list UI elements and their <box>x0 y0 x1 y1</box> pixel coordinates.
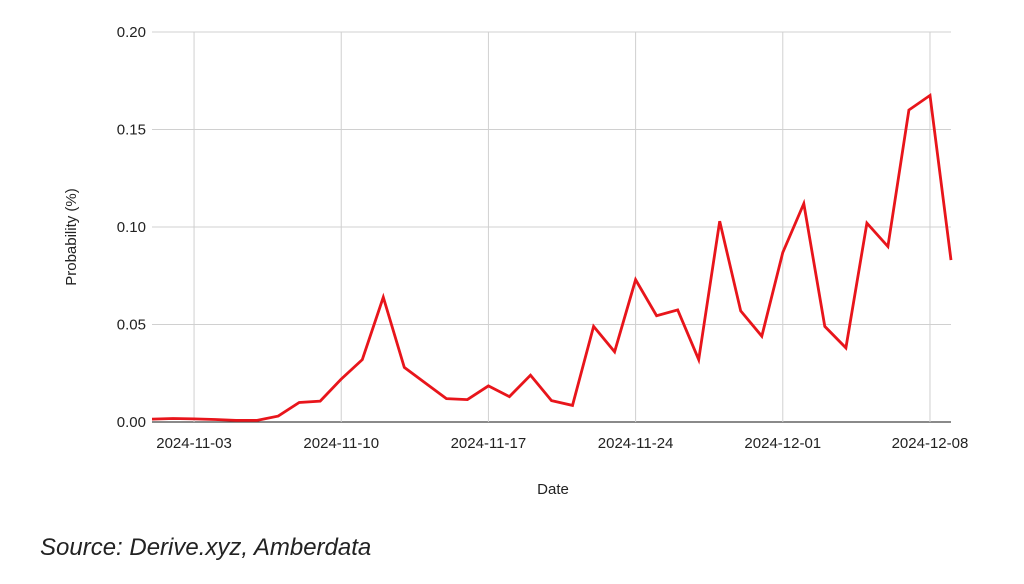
line-chart: 0.00 0.05 0.10 0.15 0.20 2024-11-03 2024-11-1… <box>63 24 968 498</box>
y-tick-label: 0.10 <box>117 219 146 236</box>
y-tick-label: 0.00 <box>117 414 146 431</box>
x-tick-label: 2024-12-01 <box>744 435 821 452</box>
series-line <box>151 92 953 422</box>
source-note: Source: Derive.xyz, Amberdata <box>40 534 372 561</box>
series-lines <box>151 92 953 422</box>
x-tick-label: 2024-11-03 <box>156 435 232 452</box>
x-tick-label: 2024-11-17 <box>451 435 527 452</box>
y-axis-ticks: 0.00 0.05 0.10 0.15 0.20 <box>117 24 146 431</box>
x-tick-label: 2024-12-08 <box>892 435 969 452</box>
y-tick-label: 0.20 <box>117 24 146 41</box>
x-axis-label: Date <box>537 481 569 498</box>
x-tick-label: 2024-11-10 <box>303 435 379 452</box>
y-axis-label: Probability (%) <box>63 188 80 286</box>
x-axis-ticks: 2024-11-03 2024-11-10 2024-11-17 2024-11-24… <box>156 435 968 452</box>
grid <box>152 31 951 423</box>
y-tick-label: 0.15 <box>117 122 146 139</box>
y-tick-label: 0.05 <box>117 317 146 334</box>
x-tick-label: 2024-11-24 <box>598 435 674 452</box>
